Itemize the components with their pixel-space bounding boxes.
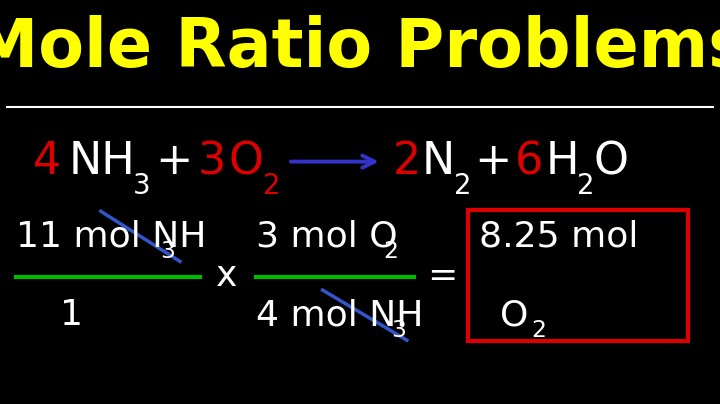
Text: 8.25 mol: 8.25 mol [479, 219, 638, 253]
Text: 2: 2 [577, 172, 595, 200]
Text: O: O [594, 140, 629, 183]
Bar [468, 210, 688, 341]
Text: +: + [474, 140, 511, 183]
Text: 4 mol NH: 4 mol NH [256, 298, 423, 332]
Text: 2: 2 [263, 172, 280, 200]
Text: +: + [155, 140, 192, 183]
Text: 4: 4 [32, 140, 60, 183]
Text: 2: 2 [392, 140, 420, 183]
Text: x: x [216, 259, 238, 293]
Text: 3 mol O: 3 mol O [256, 219, 397, 253]
Text: 3: 3 [391, 319, 406, 342]
Text: 2: 2 [531, 319, 546, 342]
Text: 3: 3 [160, 240, 175, 263]
Text: =: = [428, 259, 458, 293]
Text: 2: 2 [383, 240, 398, 263]
Text: O: O [229, 140, 264, 183]
Text: 3: 3 [198, 140, 226, 183]
Text: O: O [500, 298, 528, 332]
Text: N: N [421, 140, 454, 183]
Text: 3: 3 [133, 172, 150, 200]
Text: Mole Ratio Problems: Mole Ratio Problems [0, 15, 720, 82]
Text: 6: 6 [515, 140, 543, 183]
Text: 11 mol NH: 11 mol NH [16, 219, 206, 253]
Text: NH: NH [68, 140, 135, 183]
Text: 2: 2 [454, 172, 471, 200]
Text: H: H [546, 140, 580, 183]
Text: 1: 1 [60, 298, 84, 332]
